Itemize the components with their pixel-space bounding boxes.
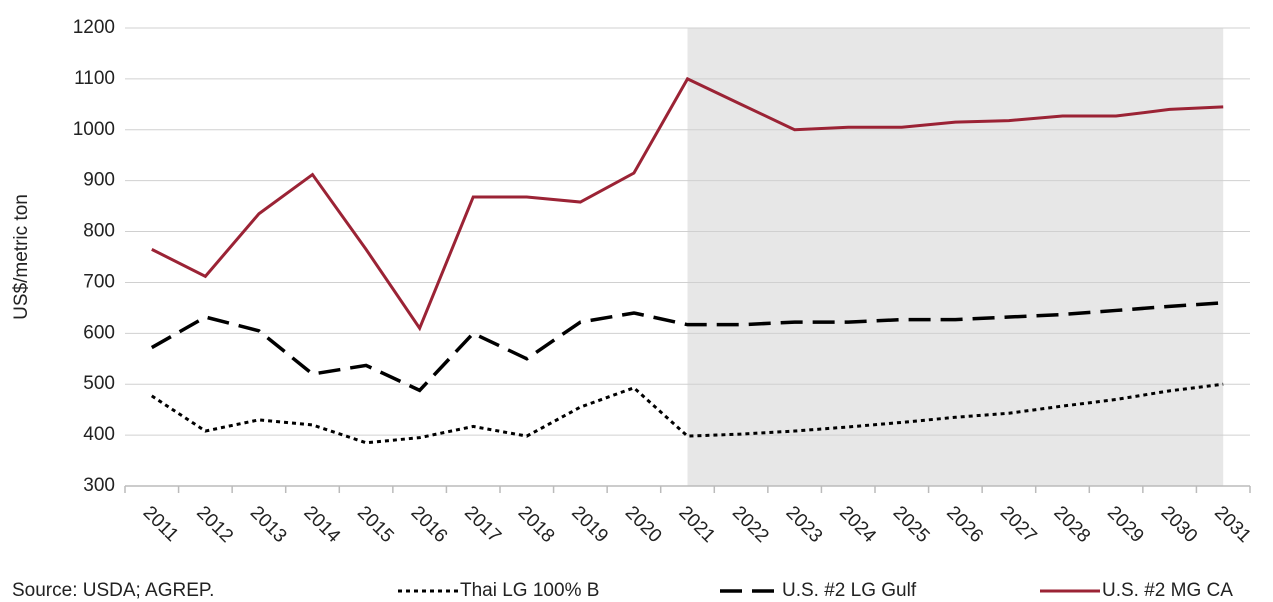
source-note: Source: USDA; AGREP. xyxy=(12,580,214,601)
y-tick-label: 400 xyxy=(83,424,115,445)
x-tick-label: 2023 xyxy=(782,502,827,547)
legend-label: Thai LG 100% B xyxy=(460,580,599,601)
x-tick-label: 2027 xyxy=(996,502,1041,547)
x-tick-label: 2031 xyxy=(1210,502,1255,547)
series-line xyxy=(151,76,1224,332)
x-tick-label: 2024 xyxy=(835,502,880,547)
y-tick-label: 700 xyxy=(83,271,115,292)
y-tick-label: 1000 xyxy=(73,119,115,140)
x-tick-label: 2022 xyxy=(728,502,773,547)
x-tick-label: 2021 xyxy=(674,502,719,547)
x-tick-label: 2016 xyxy=(407,502,452,547)
y-tick-label: 800 xyxy=(83,221,115,242)
x-tick-label: 2013 xyxy=(246,502,291,547)
x-tick-label: 2012 xyxy=(192,502,237,547)
y-tick-label: 1200 xyxy=(73,17,115,38)
x-tick-label: 2015 xyxy=(353,502,398,547)
y-axis-title: US$/metric ton xyxy=(11,194,32,320)
x-tick-label: 2030 xyxy=(1157,502,1202,547)
y-tick-label: 900 xyxy=(83,170,115,191)
legend-label: U.S. #2 MG CA xyxy=(1102,580,1233,601)
x-tick-label: 2026 xyxy=(942,502,987,547)
x-tick-label: 2020 xyxy=(621,502,666,547)
y-tick-label: 600 xyxy=(83,322,115,343)
series-line xyxy=(150,301,1224,393)
forecast-shade xyxy=(687,28,1224,486)
x-tick-label: 2025 xyxy=(889,502,934,547)
y-tick-label: 500 xyxy=(83,373,115,394)
x-tick-label: 2019 xyxy=(567,502,612,547)
y-tick-label: 1100 xyxy=(74,68,115,89)
x-tick-label: 2029 xyxy=(1103,502,1148,547)
x-tick-label: 2011 xyxy=(139,502,183,546)
y-tick-label: 300 xyxy=(83,475,115,496)
x-tick-label: 2028 xyxy=(1049,502,1094,547)
x-tick-label: 2014 xyxy=(299,502,344,547)
x-tick-label: 2017 xyxy=(460,502,505,547)
x-tick-label: 2018 xyxy=(514,502,559,547)
legend-label: U.S. #2 LG Gulf xyxy=(782,580,917,601)
